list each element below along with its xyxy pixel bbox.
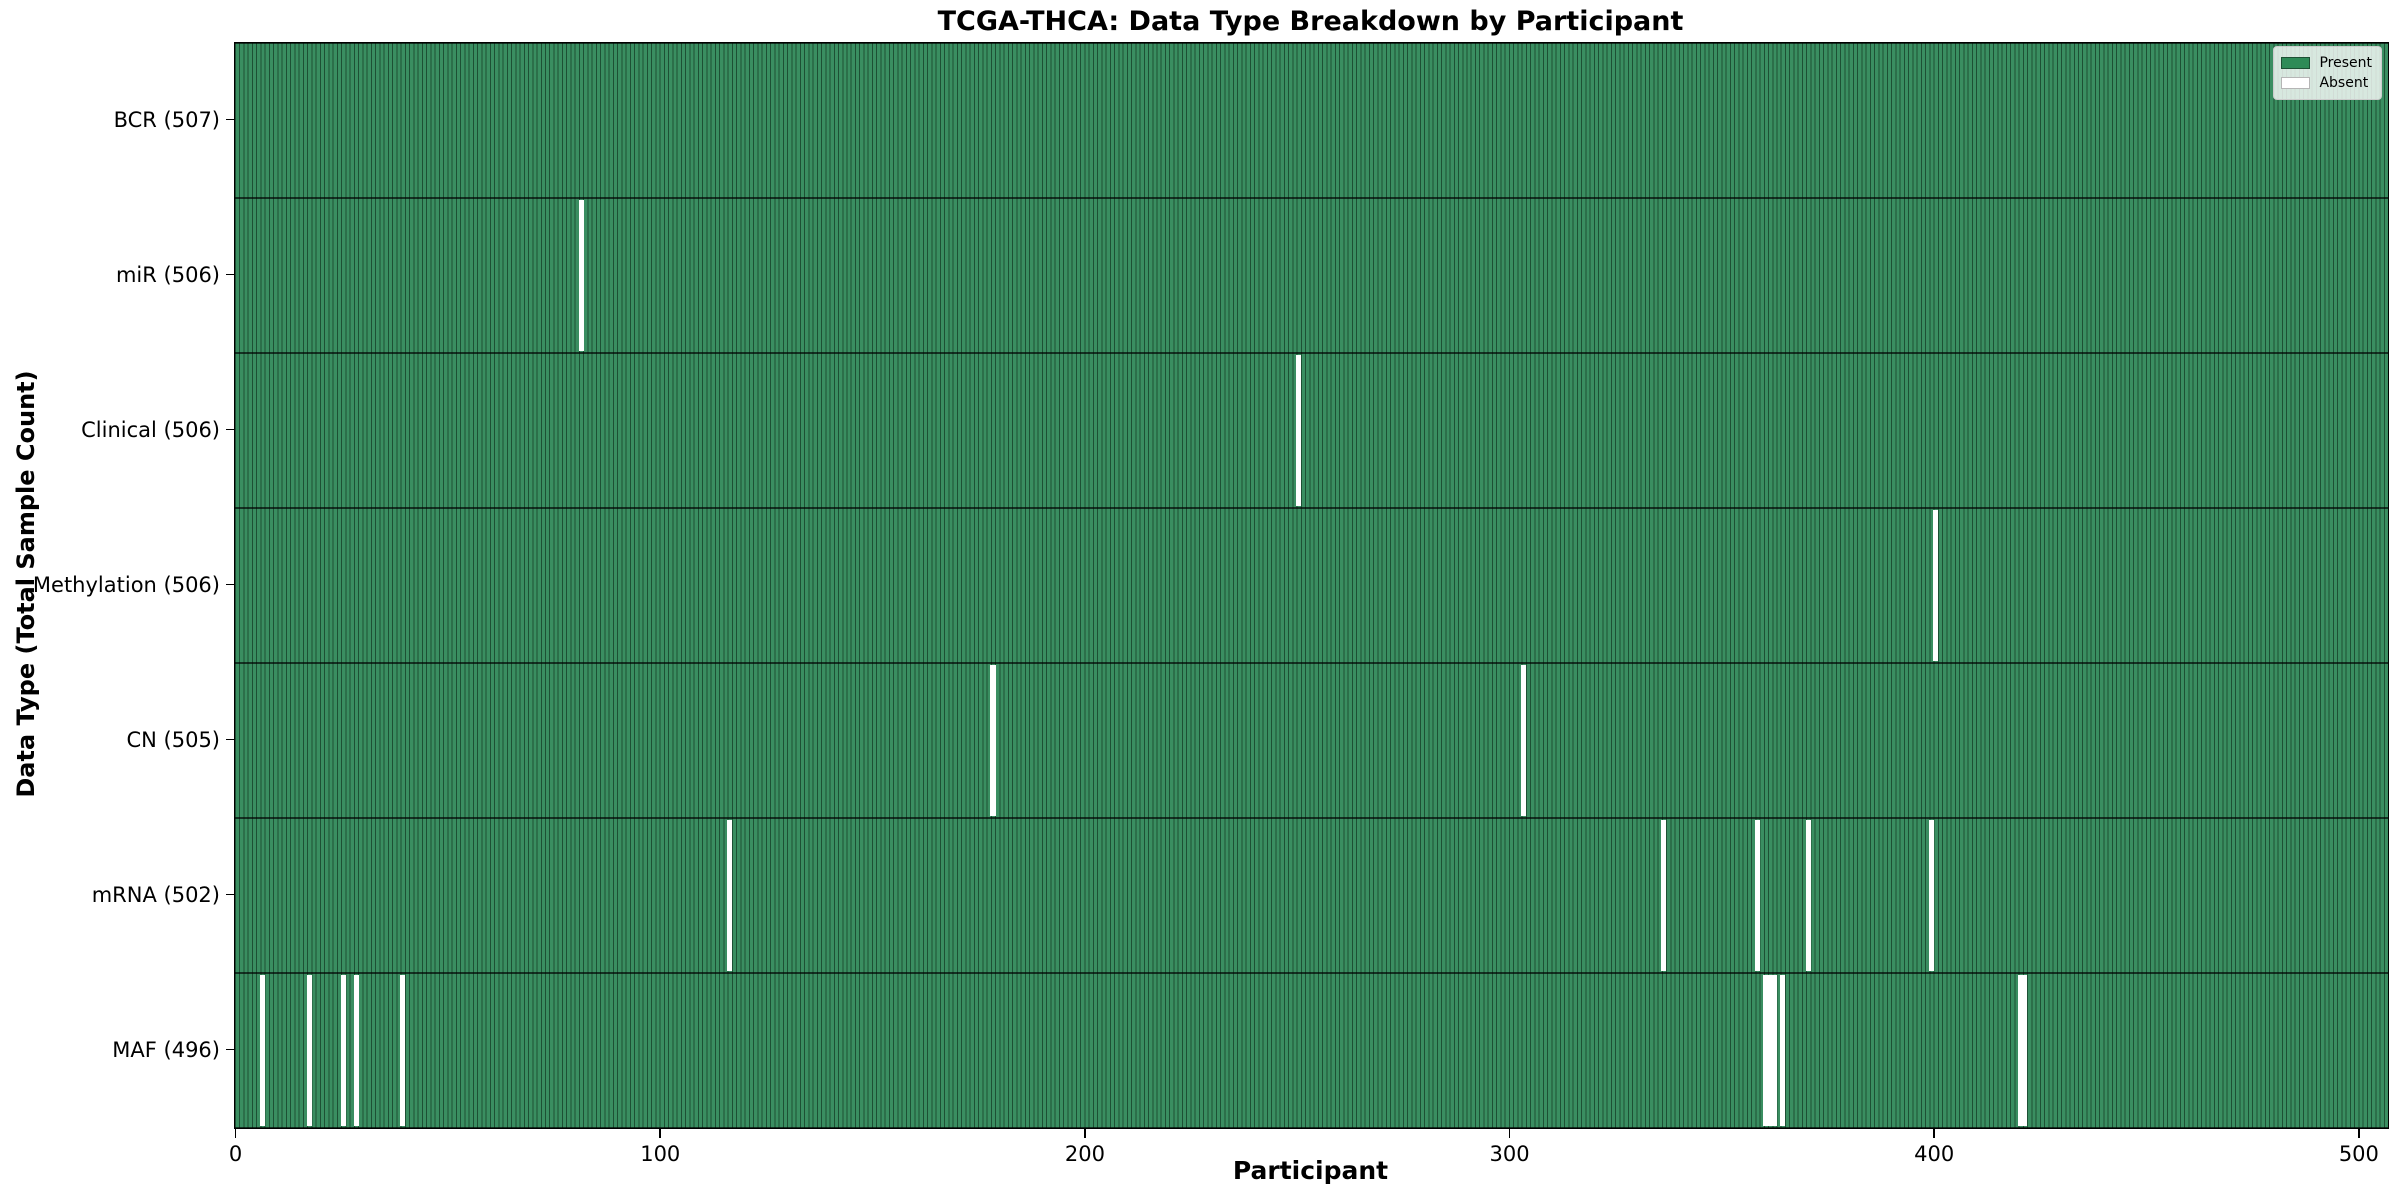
- y-tick-label: MAF (496): [112, 1037, 220, 1062]
- heatmap-row-MAF: [235, 973, 2388, 1128]
- y-tick-label: BCR (507): [113, 107, 220, 132]
- legend-label-absent: Absent: [2319, 75, 2369, 91]
- heatmap-row-BCR: [235, 43, 2388, 198]
- absent-bar: [2022, 975, 2028, 1126]
- absent-bar: [578, 200, 584, 351]
- absent-bar: [1754, 820, 1760, 971]
- x-tick-label: 100: [640, 1142, 681, 1166]
- absent-bar: [727, 820, 733, 971]
- absent-bar: [1763, 975, 1769, 1126]
- x-tick-mark: [234, 1129, 237, 1138]
- absent-bar: [1780, 975, 1786, 1126]
- y-tick-label: mRNA (502): [91, 882, 220, 907]
- heatmap-row-Clinical: [235, 353, 2388, 508]
- absent-bar: [1805, 820, 1811, 971]
- absent-bar: [260, 975, 266, 1126]
- heatmap-row-Methylation: [235, 508, 2388, 663]
- legend-entry-present: Present: [2281, 53, 2372, 73]
- absent-bar: [1767, 975, 1773, 1126]
- absent-bar: [1928, 820, 1934, 971]
- absent-bar: [1661, 820, 1667, 971]
- x-tick-label: 300: [1489, 1142, 1530, 1166]
- heatmap-row-mRNA: [235, 818, 2388, 973]
- absent-bar: [1296, 355, 1302, 506]
- heatmap-row-miR: [235, 198, 2388, 353]
- x-tick-mark: [2358, 1129, 2360, 1138]
- x-tick-mark: [1084, 1129, 1086, 1138]
- x-tick-label: 500: [2338, 1142, 2379, 1166]
- absent-bar: [353, 975, 359, 1126]
- absent-bar: [1933, 510, 1939, 661]
- y-tick-mark: [226, 738, 234, 741]
- y-tick-mark: [226, 118, 234, 121]
- absent-bar: [306, 975, 312, 1126]
- x-tick-label: 400: [1914, 1142, 1955, 1166]
- chart-title: TCGA-THCA: Data Type Breakdown by Partic…: [937, 6, 1684, 37]
- legend-label-present: Present: [2319, 55, 2372, 71]
- legend-entry-absent: Absent: [2281, 73, 2372, 93]
- legend-swatch-present: [2281, 57, 2311, 69]
- y-tick-label: Clinical (506): [81, 417, 220, 442]
- y-tick-mark: [226, 428, 234, 431]
- y-tick-mark: [226, 1048, 234, 1051]
- y-tick-mark: [226, 893, 234, 896]
- y-tick-mark: [226, 583, 234, 586]
- absent-bar: [990, 665, 996, 816]
- x-tick-mark: [1508, 1129, 1511, 1138]
- plot-area: Present Absent: [234, 42, 2389, 1129]
- y-tick-label: Methylation (506): [32, 572, 220, 597]
- x-tick-mark: [1933, 1129, 1935, 1138]
- absent-bar: [2018, 975, 2024, 1126]
- absent-bar: [400, 975, 406, 1126]
- absent-bar: [1771, 975, 1777, 1126]
- y-tick-label: CN (505): [126, 727, 220, 752]
- legend: Present Absent: [2273, 46, 2382, 100]
- absent-bar: [1521, 665, 1527, 816]
- x-tick-mark: [659, 1129, 662, 1138]
- x-tick-label: 200: [1064, 1142, 1105, 1166]
- x-tick-label: 0: [228, 1142, 243, 1166]
- x-axis-title: Participant: [1232, 1156, 1389, 1185]
- absent-bar: [340, 975, 346, 1126]
- legend-swatch-absent: [2281, 77, 2311, 89]
- y-tick-mark: [226, 273, 234, 276]
- y-tick-label: miR (506): [115, 262, 220, 287]
- heatmap-row-CN: [235, 663, 2388, 818]
